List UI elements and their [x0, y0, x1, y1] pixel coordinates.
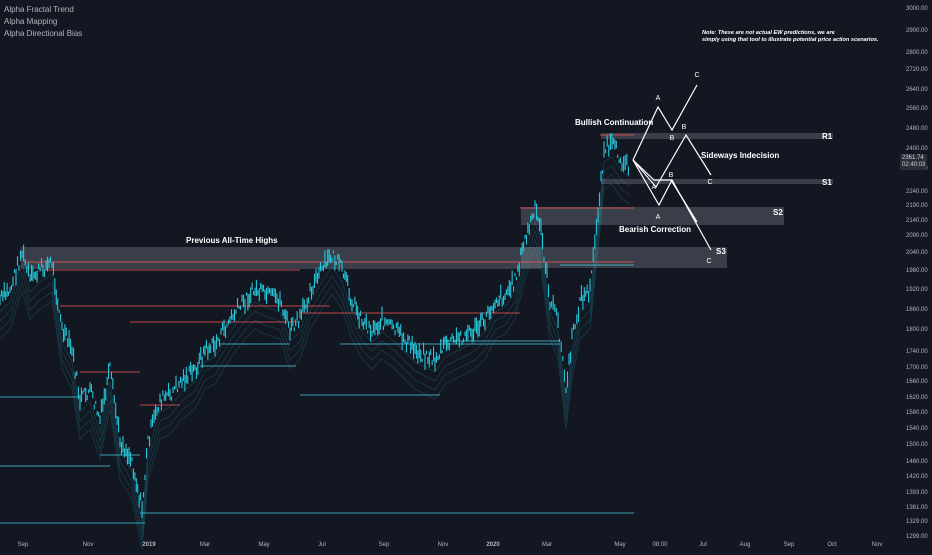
wave-label: B [669, 172, 674, 179]
x-tick-label: Sep [784, 542, 795, 548]
y-tick-label: 1329.00 [906, 519, 928, 525]
y-tick-label: 1580.00 [906, 410, 928, 416]
indicator-label[interactable]: Alpha Directional Bias [4, 29, 83, 38]
wave-label: B [670, 135, 675, 142]
y-tick-label: 1460.00 [906, 459, 928, 465]
x-tick-label: Sep [18, 542, 29, 548]
wave-label: C [694, 72, 699, 79]
y-tick-label: 1800.00 [906, 327, 928, 333]
y-tick-label: 2040.00 [906, 250, 928, 256]
price-zone [521, 247, 727, 268]
wave-label: C [707, 179, 712, 186]
y-tick-label: 1980.00 [906, 268, 928, 274]
wave-label: B [682, 124, 687, 131]
y-tick-label: 1920.00 [906, 287, 928, 293]
y-tick-label: 2560.00 [906, 106, 928, 112]
x-tick-label: Aug [740, 542, 751, 548]
wave-scenario-line [632, 159, 712, 251]
y-tick-label: 2090.00 [906, 233, 928, 239]
y-tick-label: 1860.00 [906, 307, 928, 313]
y-tick-label: 1420.00 [906, 474, 928, 480]
y-tick-label: 1660.00 [906, 379, 928, 385]
moving-average-ribbon [0, 183, 631, 550]
y-tick-label: 1393.00 [906, 490, 928, 496]
zone-label-s2: S2 [773, 208, 783, 217]
y-tick-label: 2800.00 [906, 50, 928, 56]
previous-ath-annotation: Previous All-Time Highs [186, 236, 278, 245]
y-tick-label: 2140.00 [906, 218, 928, 224]
current-price-badge: 2361.74 02:40:03 [900, 154, 928, 170]
y-tick-label: 1740.00 [906, 349, 928, 355]
wave-scenario-line [632, 133, 712, 189]
x-tick-label: Oct [827, 542, 837, 548]
x-tick-label: 08:00 [652, 542, 668, 548]
y-tick-label: 1700.00 [906, 365, 928, 371]
x-tick-label: May [614, 542, 625, 548]
x-tick-label: Nov [872, 542, 883, 548]
x-tick-label: 2020 [486, 542, 500, 548]
y-tick-label: 3000.00 [906, 6, 928, 12]
x-tick-label: Mar [200, 542, 210, 548]
bullish-annotation: Bullish Continuation [575, 118, 653, 127]
moving-average-ribbon [0, 174, 631, 541]
y-tick-label: 1540.00 [906, 426, 928, 432]
note-line: Note: These are not actual EW prediction… [702, 30, 835, 36]
wave-label: A [652, 184, 657, 191]
x-tick-label: May [258, 542, 269, 548]
price-zone [601, 133, 833, 139]
y-tick-label: 1361.00 [906, 505, 928, 511]
zone-label-s3: S3 [716, 247, 726, 256]
indicator-legend: Alpha Fractal Trend Alpha Mapping Alpha … [4, 4, 82, 40]
y-tick-label: 2640.00 [906, 87, 928, 93]
x-tick-label: 2019 [142, 542, 156, 548]
x-tick-label: Nov [83, 542, 94, 548]
y-tick-label: 2900.00 [906, 28, 928, 34]
y-tick-label: 2400.00 [906, 146, 928, 152]
x-tick-label: Nov [438, 542, 449, 548]
y-tick-label: 1620.00 [906, 395, 928, 401]
wave-scenario-line [632, 84, 698, 161]
price-zone [521, 207, 784, 225]
moving-average-ribbon [0, 156, 631, 523]
sideways-annotation: Sideways Indecision [701, 151, 779, 160]
price-zone [21, 247, 541, 269]
current-price-value: 2361.74 [902, 155, 924, 161]
y-tick-label: 2240.00 [906, 189, 928, 195]
indicator-label[interactable]: Alpha Mapping [4, 17, 58, 26]
disclaimer-note: Note: These are not actual EW prediction… [702, 30, 879, 44]
wave-label: C [706, 258, 711, 265]
moving-average-ribbon [0, 165, 631, 532]
y-tick-label: 2480.00 [906, 126, 928, 132]
bearish-annotation: Bearish Correction [619, 225, 691, 234]
wave-label: A [656, 95, 661, 102]
indicator-label[interactable]: Alpha Fractal Trend [4, 5, 74, 14]
zone-label-s1: S1 [822, 178, 832, 187]
y-tick-label: 2190.00 [906, 203, 928, 209]
wave-label: A [656, 214, 661, 221]
y-tick-label: 1500.00 [906, 442, 928, 448]
x-tick-label: Jul [699, 542, 707, 548]
bar-countdown: 02:40:03 [902, 162, 926, 168]
zone-label-r1: R1 [822, 132, 833, 141]
y-tick-label: 1299.00 [906, 534, 928, 540]
note-line: simply using that tool to illustrate pot… [702, 37, 879, 43]
price-zone [601, 179, 833, 184]
x-tick-label: Jul [318, 542, 326, 548]
y-tick-label: 2720.00 [906, 67, 928, 73]
x-tick-label: Sep [379, 542, 390, 548]
x-tick-label: Mar [542, 542, 552, 548]
